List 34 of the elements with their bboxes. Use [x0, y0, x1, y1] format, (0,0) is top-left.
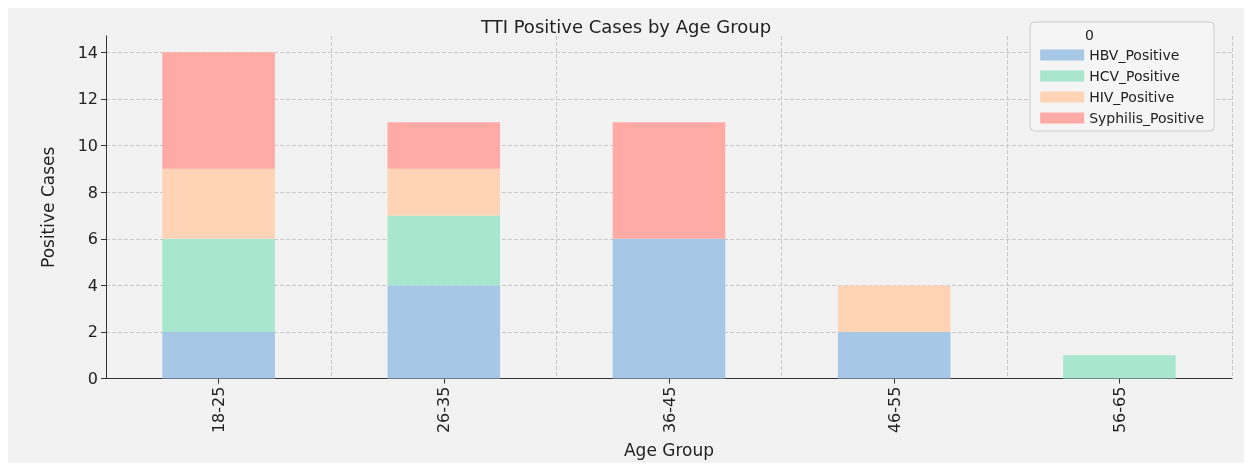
y-tick-label: 14 [77, 42, 98, 62]
x-tick-label: 26-35 [434, 386, 454, 434]
bar [837, 285, 951, 332]
y-tick-label: 2 [87, 322, 98, 342]
bar [612, 122, 726, 239]
bar [387, 122, 501, 169]
bar [162, 331, 275, 379]
x-tick-label: 56-65 [1109, 386, 1129, 434]
bar [837, 331, 951, 379]
y-tick-label: 10 [77, 136, 98, 156]
x-tick-label: 36-45 [659, 386, 679, 434]
bar [387, 168, 501, 216]
legend-label: HBV_Positive [1089, 47, 1180, 63]
bar [1063, 355, 1176, 379]
bar [387, 285, 501, 379]
x-tick-label: 18-25 [209, 386, 229, 434]
bar [162, 52, 275, 169]
bar [387, 215, 501, 286]
x-tick-label: 46-55 [884, 386, 904, 434]
legend-label: HIV_Positive [1089, 89, 1175, 105]
legend-label: HCV_Positive [1089, 68, 1180, 84]
chart-title: TTI Positive Cases by Age Group [479, 15, 772, 37]
y-tick-label: 8 [87, 182, 98, 202]
legend-label: Syphilis_Positive [1089, 110, 1205, 126]
bar [162, 238, 275, 332]
bar [612, 238, 726, 379]
y-axis-title: Positive Cases [37, 146, 58, 269]
legend-title: 0 [1085, 27, 1095, 43]
y-tick-label: 12 [77, 89, 98, 109]
y-tick-label: 6 [87, 229, 98, 249]
bar [162, 168, 275, 239]
y-tick-label: 4 [87, 275, 98, 295]
x-axis-title: Age Group [623, 439, 715, 460]
y-tick-label: 0 [87, 369, 98, 389]
